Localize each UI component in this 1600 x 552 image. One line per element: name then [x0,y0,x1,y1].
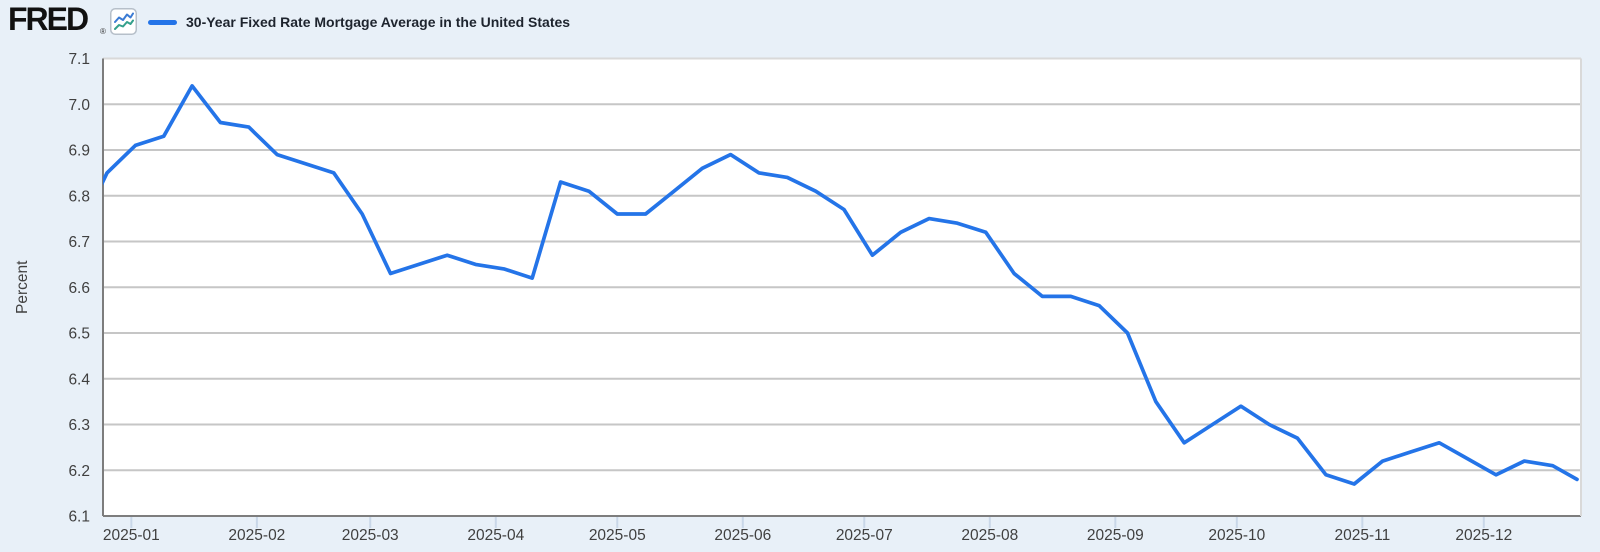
fred-logo[interactable]: FRED [8,1,89,37]
series-title[interactable]: 30-Year Fixed Rate Mortgage Average in t… [186,14,571,30]
x-axis-tick-label: 2025-01 [103,527,160,544]
y-axis-tick-label: 6.4 [68,371,90,388]
y-axis-tick-label: 6.5 [68,326,90,343]
x-axis-tick-label: 2025-03 [342,527,399,544]
x-axis-tick-label: 2025-08 [961,527,1018,544]
x-axis-tick-label: 2025-04 [467,527,524,544]
y-axis-tick-label: 7.0 [68,97,90,114]
registered-trademark: ® [100,27,106,36]
y-axis-tick-label: 6.7 [68,234,90,251]
x-axis-tick-label: 2025-10 [1208,527,1265,544]
x-axis-tick-label: 2025-02 [228,527,285,544]
x-axis-tick-label: 2025-05 [589,527,646,544]
chart-header: FRED ® 30-Year Fixed Rate Mortgage Avera… [0,0,1600,46]
y-axis-tick-label: 6.1 [68,509,90,526]
y-axis-tick-label: 6.2 [68,463,90,480]
x-axis-tick-label: 2025-07 [836,527,893,544]
x-axis-tick-label: 2025-09 [1087,527,1144,544]
x-axis-tick-label: 2025-06 [714,527,771,544]
y-axis-tick-label: 6.3 [68,417,90,434]
mortgage-rate-trend-line[interactable] [79,84,1579,486]
y-axis-tick-label: 6.8 [68,188,90,205]
y-axis-tick-label: 6.9 [68,143,90,160]
y-axis-tick-label: 7.1 [68,51,90,68]
x-axis-tick-label: 2025-11 [1334,527,1390,544]
y-axis-tick-label: 6.6 [68,280,90,297]
line-chart-icon [110,8,137,35]
series-legend-line [148,20,177,25]
x-axis-tick-label: 2025-12 [1455,527,1512,544]
y-axis-title: Percent [14,260,31,314]
